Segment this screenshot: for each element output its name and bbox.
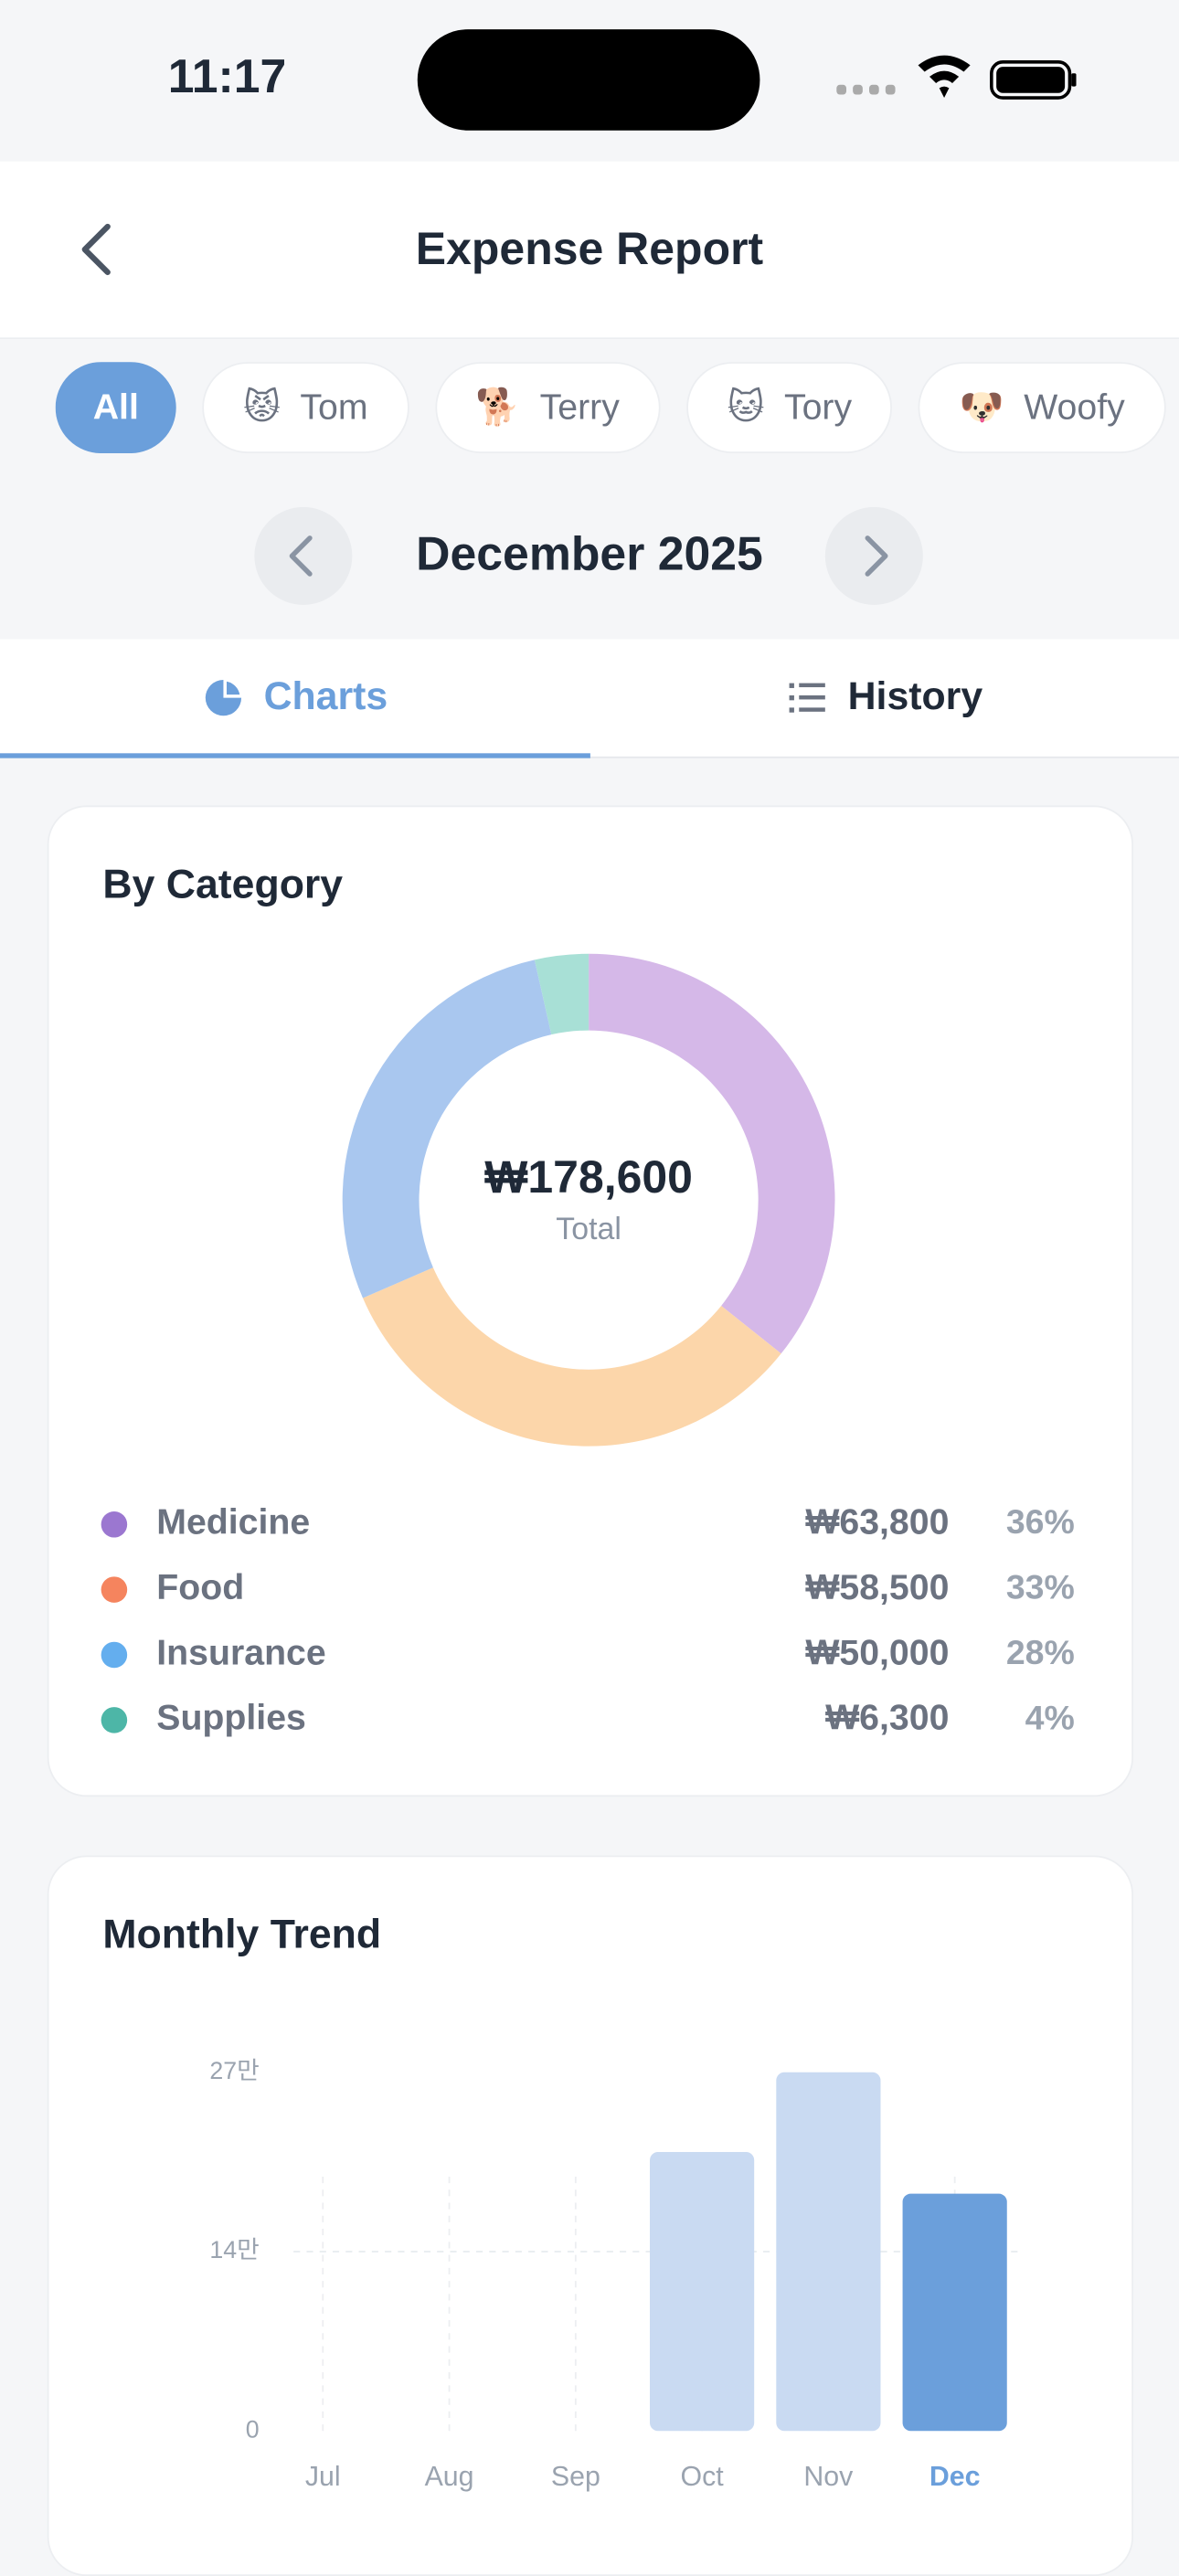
bar [902, 2193, 1007, 2432]
chip-emoji: 🐶 [959, 386, 1004, 428]
legend-label: Food [156, 1567, 244, 1607]
chip-label: Woofy [1024, 386, 1125, 428]
status-icons [836, 55, 1077, 100]
x-tick-label: Sep [551, 2462, 600, 2492]
legend-amount: ₩58,500 [805, 1567, 949, 1607]
legend-amount: ₩63,800 [805, 1502, 949, 1542]
period-label: December 2025 [416, 528, 763, 582]
card-title: By Category [102, 862, 343, 906]
donut-segment [534, 953, 590, 1035]
legend-label: Supplies [156, 1698, 306, 1738]
card-title: Monthly Trend [102, 1912, 381, 1956]
legend-dot [101, 1641, 128, 1669]
chip-label: All [92, 386, 139, 428]
chip-emoji: 😾 [243, 386, 281, 428]
tab-label: Charts [263, 674, 388, 719]
filter-chip[interactable]: All [55, 362, 176, 454]
legend-label: Insurance [156, 1632, 325, 1672]
legend-percent: 36% [1006, 1502, 1075, 1541]
legend-dot [101, 1576, 128, 1603]
status-time: 11:17 [167, 51, 287, 104]
tab-icon [202, 676, 244, 718]
chip-label: Tom [300, 386, 368, 428]
donut-segment [363, 1267, 781, 1447]
donut-segment [342, 959, 552, 1299]
x-tick-label: Dec [929, 2462, 981, 2492]
bar [776, 2072, 881, 2432]
page-title: Expense Report [415, 223, 764, 274]
donut-caption: Total [556, 1212, 621, 1246]
legend-percent: 4% [1025, 1698, 1075, 1736]
legend-amount: ₩6,300 [825, 1698, 949, 1738]
chip-emoji: 🐱 [727, 386, 765, 428]
filter-chip[interactable]: 🐶 Woofy [919, 362, 1166, 454]
x-tick-label: Nov [803, 2462, 854, 2492]
legend-dot [101, 1511, 128, 1538]
tab[interactable]: Charts [0, 639, 590, 758]
x-tick-label: Jul [305, 2462, 341, 2492]
filter-chip[interactable]: 😾 Tom [202, 362, 409, 454]
next-month-button[interactable] [824, 506, 923, 605]
back-button[interactable] [72, 220, 122, 279]
x-tick-label: Oct [681, 2462, 725, 2492]
y-tick-label: 14만 [209, 2236, 259, 2263]
filter-chip[interactable]: 🐕 Terry [434, 362, 661, 454]
legend-percent: 28% [1006, 1633, 1075, 1671]
bar [650, 2151, 755, 2432]
nav-header [0, 161, 1179, 340]
chip-label: Tory [783, 386, 853, 428]
prev-month-button[interactable] [254, 506, 353, 605]
donut-segment [589, 953, 835, 1354]
tab-label: History [847, 674, 983, 719]
dynamic-island [417, 29, 760, 131]
y-tick-label: 0 [246, 2415, 260, 2443]
legend-amount: ₩50,000 [805, 1632, 949, 1672]
legend-percent: 33% [1006, 1568, 1075, 1606]
filter-chips: All 😾 Tom 🐕 Terry 🐱 Tory 🐶 Woofy [55, 362, 1179, 454]
tab-bar: Charts History [0, 639, 1179, 758]
x-tick-label: Aug [425, 2462, 474, 2492]
chip-emoji: 🐕 [475, 386, 521, 428]
legend-label: Medicine [156, 1502, 310, 1542]
y-tick-label: 27만 [209, 2057, 259, 2084]
chip-label: Terry [539, 386, 620, 428]
legend-dot [101, 1707, 128, 1733]
filter-chip[interactable]: 🐱 Tory [686, 362, 893, 454]
donut-total: ₩178,600 [484, 1151, 693, 1203]
tab[interactable]: History [590, 639, 1179, 756]
tab-icon [786, 676, 828, 718]
